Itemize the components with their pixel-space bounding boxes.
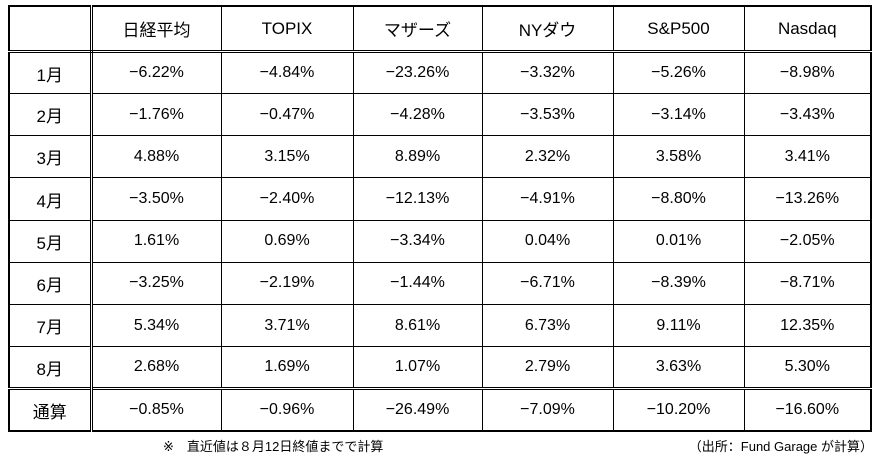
table-cell: −1.44%: [352, 261, 483, 305]
table-cell: 0.69%: [220, 219, 354, 263]
row-label: 5月: [8, 219, 93, 263]
table-cell: −3.43%: [743, 93, 872, 137]
table-cell: −4.91%: [481, 177, 614, 221]
table-cell: 3.71%: [220, 303, 354, 348]
column-header: 日経平均: [90, 5, 222, 53]
table-cell: −8.80%: [612, 177, 745, 221]
table-cell: −0.47%: [220, 93, 354, 137]
table-cell: 1.61%: [90, 219, 222, 263]
row-label: 3月: [8, 135, 93, 179]
table-cell: −0.96%: [220, 387, 354, 432]
table-row: 3月 4.88% 3.15% 8.89% 2.32% 3.58% 3.41%: [8, 135, 872, 179]
table-row: 8月 2.68% 1.69% 1.07% 2.79% 3.63% 5.30%: [8, 346, 872, 390]
table-cell: −26.49%: [352, 387, 483, 432]
table-cell: 3.41%: [743, 135, 872, 179]
table-cell: −16.60%: [743, 387, 872, 432]
table-cell: 5.34%: [90, 303, 222, 348]
row-label: 7月: [8, 303, 93, 348]
table-cell: 0.04%: [481, 219, 614, 263]
table-cell: 2.79%: [481, 346, 614, 390]
table-cell: −3.53%: [481, 93, 614, 137]
table-cell: −0.85%: [90, 387, 222, 432]
table-cell: −8.98%: [743, 50, 872, 95]
table-cell: −6.71%: [481, 261, 614, 305]
header-row: 日経平均 TOPIX マザーズ NYダウ S&P500 Nasdaq: [8, 5, 872, 53]
table-cell: −3.14%: [612, 93, 745, 137]
table-row: 5月 1.61% 0.69% −3.34% 0.04% 0.01% −2.05%: [8, 219, 872, 263]
table-cell: −5.26%: [612, 50, 745, 95]
table-cell: 1.07%: [352, 346, 483, 390]
table-cell: 6.73%: [481, 303, 614, 348]
table-cell: −8.39%: [612, 261, 745, 305]
table-cell: 2.68%: [90, 346, 222, 390]
table-cell: 9.11%: [612, 303, 745, 348]
table-cell: 8.61%: [352, 303, 483, 348]
total-row: 通算 −0.85% −0.96% −26.49% −7.09% −10.20% −16.60…: [8, 387, 872, 432]
table-cell: −3.32%: [481, 50, 614, 95]
table-row: 1月 −6.22% −4.84% −23.26% −3.32% −5.26% −8.98%: [8, 50, 872, 95]
table-cell: −1.76%: [90, 93, 222, 137]
table-cell: −7.09%: [481, 387, 614, 432]
table-cell: −3.50%: [90, 177, 222, 221]
table-cell: 3.15%: [220, 135, 354, 179]
corner-cell: [8, 5, 93, 53]
row-label: 6月: [8, 261, 93, 305]
column-header: Nasdaq: [743, 5, 872, 53]
column-header: NYダウ: [481, 5, 614, 53]
table-body: 1月 −6.22% −4.84% −23.26% −3.32% −5.26% −8.98% 2…: [8, 50, 872, 432]
table-cell: −4.84%: [220, 50, 354, 95]
table-cell: 12.35%: [743, 303, 872, 348]
table-cell: −2.05%: [743, 219, 872, 263]
table-row: 7月 5.34% 3.71% 8.61% 6.73% 9.11% 12.35%: [8, 303, 872, 348]
row-label: 4月: [8, 177, 93, 221]
table-row: 4月 −3.50% −2.40% −12.13% −4.91% −8.80% −13.26%: [8, 177, 872, 221]
table-cell: 1.69%: [220, 346, 354, 390]
table-cell: −13.26%: [743, 177, 872, 221]
table-cell: 3.63%: [612, 346, 745, 390]
table-cell: 0.01%: [612, 219, 745, 263]
table-cell: −4.28%: [352, 93, 483, 137]
monthly-returns-table: 日経平均 TOPIX マザーズ NYダウ S&P500 Nasdaq 1月 −6.22% −4…: [8, 5, 872, 432]
table-row: 6月 −3.25% −2.19% −1.44% −6.71% −8.39% −8.71%: [8, 261, 872, 305]
table-cell: −3.34%: [352, 219, 483, 263]
table-cell: 2.32%: [481, 135, 614, 179]
table-cell: −23.26%: [352, 50, 483, 95]
row-label: 8月: [8, 346, 93, 390]
table-row: 2月 −1.76% −0.47% −4.28% −3.53% −3.14% −3.43%: [8, 93, 872, 137]
footnote-source: （出所：Fund Garage が計算）: [688, 439, 873, 454]
table-cell: −2.19%: [220, 261, 354, 305]
footnote-calculation-note: ※ 直近値は８月12日終値までで計算: [163, 439, 384, 454]
table-cell: 3.58%: [612, 135, 745, 179]
row-label: 1月: [8, 50, 93, 95]
table-cell: −8.71%: [743, 261, 872, 305]
column-header: S&P500: [612, 5, 745, 53]
table-cell: 5.30%: [743, 346, 872, 390]
row-label: 2月: [8, 93, 93, 137]
table-cell: −12.13%: [352, 177, 483, 221]
table-cell: 8.89%: [352, 135, 483, 179]
table-cell: 4.88%: [90, 135, 222, 179]
table-cell: −6.22%: [90, 50, 222, 95]
table-cell: −2.40%: [220, 177, 354, 221]
column-header: マザーズ: [352, 5, 483, 53]
table-cell: −10.20%: [612, 387, 745, 432]
row-label: 通算: [8, 387, 93, 432]
column-header: TOPIX: [220, 5, 354, 53]
table-cell: −3.25%: [90, 261, 222, 305]
